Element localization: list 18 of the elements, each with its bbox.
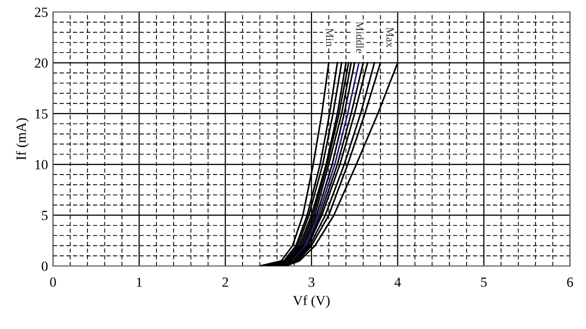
x-tick-label: 3: [308, 278, 314, 287]
x-tick-label: 1: [136, 278, 142, 287]
x-tick-label: 4: [394, 278, 401, 287]
x-tick-label: 0: [50, 278, 56, 287]
x-tick-label: 2: [222, 278, 228, 287]
x-axis-title: Vf (V): [292, 295, 330, 308]
y-tick-label: 25: [34, 8, 48, 17]
x-tick-label: 6: [567, 278, 574, 287]
y-tick-label: 10: [35, 160, 48, 170]
annotation: Max: [386, 28, 394, 48]
y-tick-label: 15: [35, 109, 48, 119]
y-tick-label: 20: [34, 58, 48, 68]
y-axis-title: If (mA): [16, 118, 29, 160]
y-tick-label: 5: [42, 210, 48, 220]
y-tick-label: 0: [42, 262, 48, 271]
annotation: Middle: [356, 22, 364, 54]
annotation: Min: [326, 28, 334, 46]
x-tick-label: 5: [481, 278, 487, 287]
